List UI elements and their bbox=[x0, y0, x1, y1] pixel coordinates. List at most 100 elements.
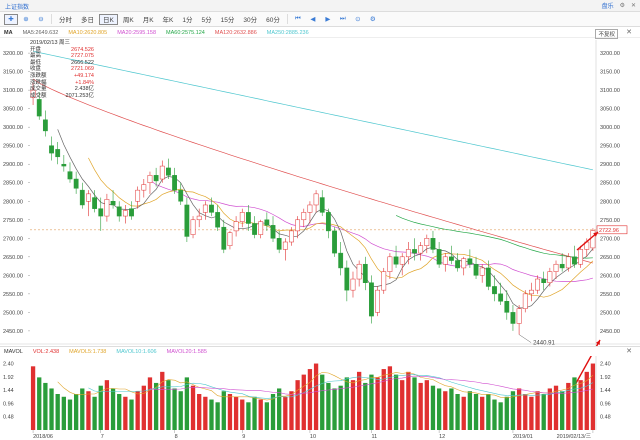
vol-axis-left-label: 0.48 bbox=[3, 415, 14, 421]
last-icon[interactable]: ⏭ bbox=[339, 15, 346, 22]
date-axis-label: 2019/01 bbox=[513, 434, 533, 440]
settings-icon[interactable]: ⚙ bbox=[369, 16, 376, 23]
tab-15分[interactable]: 15分 bbox=[220, 17, 235, 24]
right-label[interactable]: 盘乐 bbox=[601, 4, 614, 10]
candle-body bbox=[98, 208, 104, 217]
prev-icon[interactable]: ◀ bbox=[310, 16, 316, 23]
zoom-out-icon[interactable]: ⊖ bbox=[38, 16, 44, 23]
candle-body bbox=[49, 145, 54, 154]
candle-body bbox=[42, 119, 48, 132]
date-axis-label: 9 bbox=[242, 434, 245, 440]
volume-bar bbox=[418, 382, 423, 430]
candle-body bbox=[344, 267, 350, 291]
volume-bar bbox=[541, 394, 546, 430]
price-axis-left-label: 2450.00 bbox=[3, 329, 23, 335]
candle-body bbox=[61, 163, 67, 167]
restore-button[interactable]: 不复权 bbox=[595, 29, 618, 39]
candle-body bbox=[166, 167, 171, 176]
close-icon[interactable]: ✕ bbox=[626, 29, 632, 36]
candle-body bbox=[55, 149, 61, 158]
volume-bar bbox=[178, 391, 183, 430]
tab-多日[interactable]: 多日 bbox=[81, 17, 94, 24]
candle-body bbox=[196, 215, 202, 221]
volume-bar bbox=[449, 388, 454, 430]
candle-body bbox=[461, 258, 467, 269]
volume-bar bbox=[277, 388, 282, 430]
tab-60分[interactable]: 60分 bbox=[266, 17, 280, 24]
volume-bar bbox=[197, 394, 202, 430]
close-icon[interactable]: ✕ bbox=[626, 348, 632, 355]
ma250-line bbox=[33, 50, 593, 171]
crosshair-icon[interactable]: ✚ bbox=[4, 13, 18, 25]
volume-bar bbox=[246, 402, 251, 430]
date-axis-label: 11 bbox=[371, 434, 377, 440]
candle-body bbox=[412, 249, 417, 254]
candle-body bbox=[239, 212, 245, 222]
window-title: 上证指数 bbox=[5, 5, 30, 11]
volume-bar bbox=[516, 388, 522, 430]
candle-body bbox=[405, 249, 411, 258]
ma10-line bbox=[88, 157, 594, 298]
volume-bar bbox=[504, 396, 509, 430]
candle-body bbox=[553, 263, 559, 272]
period-tabs: 分时 多日 日K 周K 月K 年K 1分 5分 15分 30分 60分 bbox=[55, 13, 284, 25]
candle-body bbox=[147, 175, 153, 183]
tab-1分[interactable]: 1分 bbox=[182, 17, 193, 24]
volume-bar bbox=[578, 380, 583, 430]
zoom-icon[interactable]: ⊙ bbox=[355, 16, 361, 23]
candle-body bbox=[245, 212, 251, 224]
tab-月K[interactable]: 月K bbox=[142, 17, 154, 24]
price-axis-right-label: 2700.00 bbox=[600, 236, 620, 242]
tab-周K[interactable]: 周K bbox=[122, 17, 134, 24]
volume-bar bbox=[369, 374, 374, 430]
info-key: 开盘 bbox=[30, 46, 42, 53]
tab-日K[interactable]: 日K bbox=[99, 13, 118, 25]
tab-年K[interactable]: 年K bbox=[162, 17, 174, 24]
volume-bar bbox=[258, 399, 263, 430]
settings-icon[interactable]: ⚙ bbox=[619, 3, 625, 9]
volume-bar bbox=[289, 391, 294, 430]
volume-bar bbox=[566, 382, 571, 430]
tab-分时[interactable]: 分时 bbox=[59, 17, 72, 24]
price-axis-right-label: 2600.00 bbox=[600, 273, 620, 279]
candle-body bbox=[282, 241, 288, 250]
tab-5分[interactable]: 5分 bbox=[201, 17, 212, 24]
title-bar: 上证指数 盘乐 ⚙ ✕ bbox=[0, 0, 640, 12]
candle-body bbox=[227, 232, 233, 246]
tab-30分[interactable]: 30分 bbox=[243, 17, 258, 24]
price-axis-left-label: 2800.00 bbox=[3, 199, 23, 205]
candle-body bbox=[258, 221, 264, 235]
volume-bar bbox=[320, 374, 325, 430]
vol-legend-item-mavol5: MAVOL5:1.738 bbox=[69, 348, 107, 355]
vol-axis-right-label: 2.40 bbox=[600, 362, 611, 368]
candle-body bbox=[252, 223, 257, 235]
volume-bar bbox=[221, 391, 226, 430]
info-key: 最高 bbox=[30, 53, 42, 60]
ma-legend-item-ma250: MA250:2885.236 bbox=[266, 29, 309, 36]
candle-body bbox=[522, 293, 528, 309]
price-axis-right-label: 2500.00 bbox=[600, 310, 620, 316]
zoom-in-icon[interactable]: ⊕ bbox=[23, 16, 29, 23]
volume-bar bbox=[233, 396, 239, 430]
candle-body bbox=[547, 271, 553, 283]
candle-body bbox=[455, 260, 460, 269]
mavol20-line bbox=[149, 375, 593, 395]
candle-body bbox=[516, 308, 522, 324]
candle-body bbox=[141, 184, 147, 191]
close-icon[interactable]: ✕ bbox=[630, 3, 636, 9]
candle-body bbox=[381, 271, 387, 291]
vol-legend-item-mavol10: MAVOL10:1.606 bbox=[116, 348, 157, 355]
vol-legend-item-mavol: MAVOL bbox=[4, 348, 23, 355]
volume-bar bbox=[295, 380, 300, 430]
candle-body bbox=[289, 230, 294, 243]
candle-body bbox=[86, 193, 91, 202]
candle-body bbox=[270, 225, 276, 239]
candle-body bbox=[578, 249, 584, 265]
volume-bar bbox=[184, 377, 190, 430]
next-icon[interactable]: ▶ bbox=[325, 16, 331, 23]
candle-body bbox=[301, 212, 307, 221]
first-icon[interactable]: ⏮ bbox=[294, 15, 301, 22]
candle-body bbox=[129, 208, 134, 217]
info-value: 2674.526 bbox=[71, 46, 94, 53]
